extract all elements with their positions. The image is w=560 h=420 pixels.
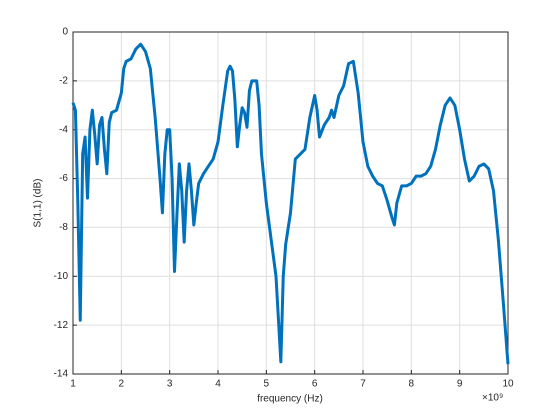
x-tick-label: 2 [119,379,125,390]
x-tick-label: 1 [70,379,76,390]
x-tick-label: 5 [264,379,270,390]
x-tick-label: 4 [215,379,221,390]
x-tick-label: 6 [312,379,318,390]
x-tick-label: 3 [167,379,173,390]
data-line [71,42,510,365]
y-tick-label: -10 [54,271,69,282]
y-tick-label: -8 [59,222,68,233]
y-tick-label: -14 [54,369,69,380]
y-tick-label: 0 [62,27,68,38]
x-tick-label: 7 [360,379,366,390]
x-tick-label: 9 [457,379,463,390]
x-axis-label: frequency (Hz) [257,394,323,405]
y-axis-label: S(1,1) (dB) [33,179,44,228]
x-tick-label: 10 [502,379,514,390]
y-tick-label: -12 [54,320,69,331]
y-tick-label: -4 [59,124,68,135]
x-multiplier: ×10⁹ [482,393,503,404]
axes-box [72,31,509,375]
x-tick-label: 8 [409,379,415,390]
y-tick-label: -6 [59,173,68,184]
y-tick-label: -2 [59,75,68,86]
